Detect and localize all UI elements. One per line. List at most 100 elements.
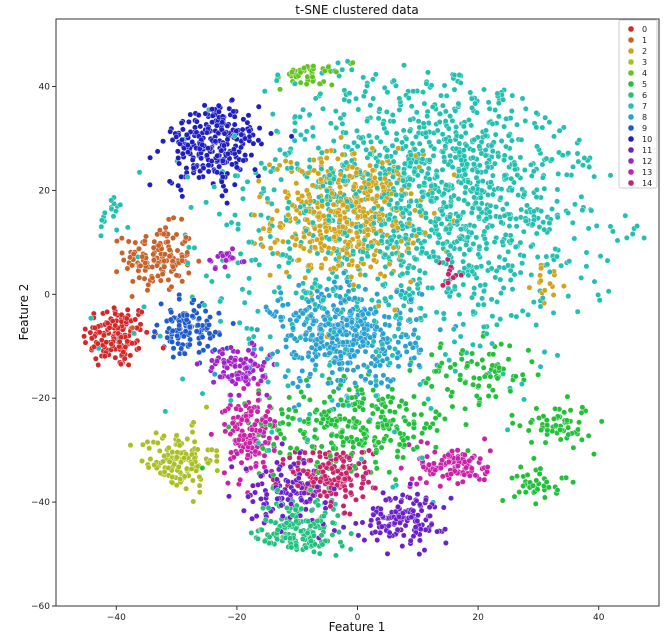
scatter-point-7 — [521, 167, 528, 173]
scatter-point-7 — [461, 265, 468, 272]
scatter-point-14 — [362, 470, 369, 476]
scatter-point-5 — [423, 379, 429, 386]
scatter-point-10 — [244, 119, 251, 126]
scatter-point-11 — [368, 517, 375, 524]
scatter-point-8 — [302, 331, 309, 338]
scatter-point-7 — [476, 162, 483, 169]
legend-marker-14 — [627, 179, 635, 187]
scatter-point-13 — [227, 431, 234, 437]
scatter-point-14 — [317, 492, 324, 499]
scatter-point-7 — [415, 334, 422, 341]
scatter-point-7 — [482, 281, 488, 288]
scatter-point-7 — [518, 136, 525, 143]
scatter-point-7 — [441, 315, 447, 322]
legend-marker-12 — [627, 157, 635, 165]
scatter-point-7 — [265, 447, 272, 454]
scatter-point-2 — [319, 202, 325, 209]
scatter-point-3 — [196, 473, 203, 480]
scatter-point-1 — [195, 258, 202, 265]
scatter-point-1 — [162, 224, 169, 231]
scatter-point-11 — [386, 529, 393, 536]
scatter-point-5 — [321, 409, 328, 415]
scatter-point-5 — [557, 426, 564, 433]
x-tick-label: 20 — [472, 613, 484, 623]
scatter-point-5 — [400, 437, 407, 444]
scatter-point-5 — [464, 363, 471, 369]
scatter-point-5 — [199, 465, 206, 471]
scatter-point-2 — [266, 161, 273, 168]
scatter-point-7 — [511, 161, 518, 168]
scatter-point-7 — [469, 268, 476, 275]
y-tick-label: 40 — [39, 83, 51, 93]
scatter-point-7 — [355, 106, 362, 113]
scatter-point-7 — [382, 263, 389, 270]
scatter-point-11 — [395, 503, 401, 510]
scatter-point-8 — [336, 328, 343, 335]
scatter-point-14 — [340, 450, 347, 456]
scatter-point-5 — [400, 454, 406, 461]
scatter-point-7 — [486, 105, 493, 112]
scatter-point-12 — [243, 364, 250, 371]
scatter-point-7 — [351, 139, 357, 146]
scatter-point-7 — [336, 236, 343, 243]
scatter-point-7 — [427, 218, 434, 225]
scatter-point-7 — [457, 235, 464, 242]
scatter-point-7 — [468, 122, 475, 129]
scatter-point-14 — [346, 511, 353, 517]
scatter-point-5 — [476, 401, 482, 408]
scatter-point-7 — [543, 155, 550, 162]
scatter-point-3 — [156, 447, 163, 454]
scatter-point-7 — [373, 162, 380, 169]
scatter-point-9 — [158, 300, 165, 307]
scatter-point-12 — [229, 255, 236, 261]
scatter-point-9 — [182, 328, 189, 335]
scatter-point-7 — [451, 86, 458, 93]
scatter-point-12 — [237, 356, 244, 363]
scatter-point-7 — [518, 206, 525, 213]
scatter-point-7 — [390, 158, 397, 165]
scatter-point-5 — [292, 407, 299, 414]
scatter-point-8 — [274, 348, 281, 355]
scatter-point-4 — [328, 82, 335, 88]
scatter-point-14 — [339, 463, 346, 470]
scatter-point-8 — [334, 307, 341, 313]
scatter-point-7 — [368, 138, 374, 145]
scatter-point-7 — [240, 195, 246, 202]
scatter-point-7 — [520, 252, 527, 259]
scatter-point-13 — [418, 438, 424, 445]
scatter-point-5 — [382, 416, 388, 423]
scatter-point-7 — [113, 208, 119, 215]
scatter-point-14 — [328, 465, 335, 472]
scatter-point-3 — [169, 474, 176, 480]
scatter-point-8 — [305, 382, 311, 389]
scatter-point-7 — [442, 351, 449, 358]
scatter-point-7 — [223, 221, 230, 228]
scatter-point-2 — [550, 292, 557, 298]
scatter-point-2 — [389, 222, 396, 229]
scatter-point-7 — [483, 330, 490, 337]
scatter-point-6 — [288, 544, 295, 551]
x-tick-label: −40 — [107, 613, 126, 623]
scatter-point-8 — [351, 295, 358, 301]
scatter-point-7 — [413, 245, 420, 252]
scatter-point-7 — [554, 198, 560, 205]
scatter-point-7 — [387, 294, 394, 301]
scatter-point-7 — [329, 286, 336, 293]
scatter-point-8 — [417, 347, 424, 353]
scatter-point-7 — [451, 72, 458, 79]
scatter-point-13 — [230, 454, 237, 461]
scatter-point-7 — [506, 223, 513, 230]
scatter-point-5 — [517, 422, 523, 429]
scatter-point-7 — [393, 82, 399, 89]
scatter-point-3 — [151, 461, 158, 468]
scatter-point-13 — [424, 440, 431, 446]
scatter-point-8 — [293, 317, 300, 324]
scatter-point-7 — [426, 233, 433, 240]
scatter-point-14 — [341, 510, 348, 516]
scatter-point-11 — [374, 537, 381, 543]
scatter-point-13 — [413, 481, 420, 487]
scatter-point-8 — [348, 347, 355, 354]
scatter-point-7 — [141, 303, 147, 310]
scatter-point-7 — [203, 272, 210, 279]
